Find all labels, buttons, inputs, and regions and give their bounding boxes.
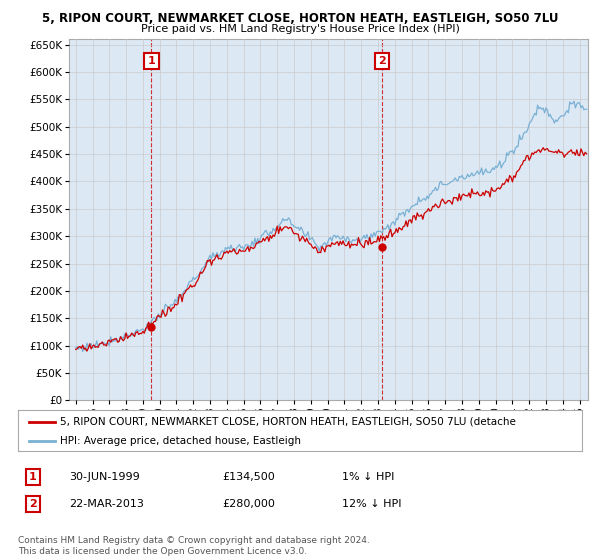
Text: Contains HM Land Registry data © Crown copyright and database right 2024.
This d: Contains HM Land Registry data © Crown c…	[18, 536, 370, 556]
Text: HPI: Average price, detached house, Eastleigh: HPI: Average price, detached house, East…	[60, 436, 301, 446]
Text: 2: 2	[29, 499, 37, 509]
Text: Price paid vs. HM Land Registry's House Price Index (HPI): Price paid vs. HM Land Registry's House …	[140, 24, 460, 34]
Text: 22-MAR-2013: 22-MAR-2013	[69, 499, 144, 509]
Text: £280,000: £280,000	[222, 499, 275, 509]
Text: 1% ↓ HPI: 1% ↓ HPI	[342, 472, 394, 482]
Text: 5, RIPON COURT, NEWMARKET CLOSE, HORTON HEATH, EASTLEIGH, SO50 7LU: 5, RIPON COURT, NEWMARKET CLOSE, HORTON …	[42, 12, 558, 25]
Text: 12% ↓ HPI: 12% ↓ HPI	[342, 499, 401, 509]
Text: 30-JUN-1999: 30-JUN-1999	[69, 472, 140, 482]
Text: 2: 2	[378, 56, 386, 66]
Text: 5, RIPON COURT, NEWMARKET CLOSE, HORTON HEATH, EASTLEIGH, SO50 7LU (detache: 5, RIPON COURT, NEWMARKET CLOSE, HORTON …	[60, 417, 516, 427]
Text: 1: 1	[29, 472, 37, 482]
Text: £134,500: £134,500	[222, 472, 275, 482]
Text: 1: 1	[148, 56, 155, 66]
